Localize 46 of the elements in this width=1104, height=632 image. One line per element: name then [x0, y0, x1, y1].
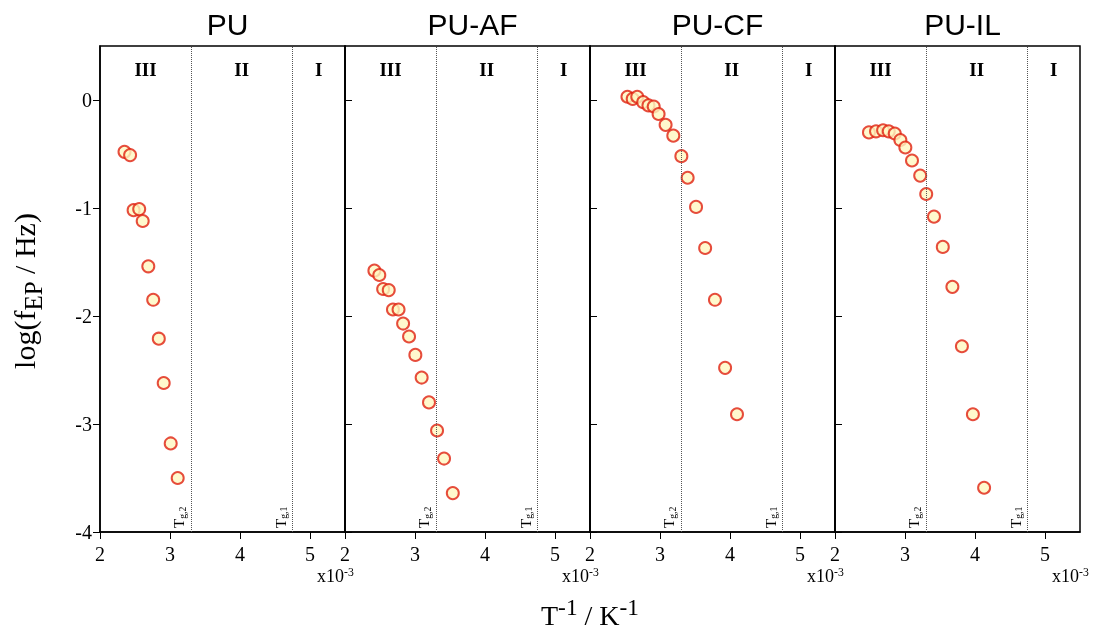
x-tick-label: 3	[165, 543, 175, 565]
x-tick-label: 2	[830, 543, 840, 565]
ref-line-label: Tg,1	[1007, 506, 1024, 528]
annotation: I	[560, 59, 568, 80]
x-axis-title: T$^{-1}$ / K$^{-1}$	[540, 593, 640, 632]
x-tick-label: 4	[725, 543, 735, 565]
ref-line-label: Tg,2	[171, 506, 188, 528]
annotation: II	[479, 59, 495, 80]
annotation: II	[234, 59, 250, 80]
y-tick-label: -3	[75, 413, 92, 435]
ref-line-label: Tg,2	[906, 506, 923, 528]
annotation: II	[724, 59, 740, 80]
annotation: I	[805, 59, 813, 80]
annotation: III	[379, 59, 402, 80]
chart-title: PU	[206, 7, 249, 41]
y-tick-label: 0	[82, 89, 92, 111]
x-tick-label: 2	[585, 543, 595, 565]
annotation: III	[869, 59, 892, 80]
ref-line-label: Tg,1	[272, 506, 289, 528]
x-tick-label: 2	[340, 543, 350, 565]
x-tick-label: 2	[95, 543, 105, 565]
annotation: I	[1050, 59, 1058, 80]
ref-line-label: Tg,2	[661, 506, 678, 528]
ref-line-label: Tg,1	[762, 506, 779, 528]
chart-title: PU-IL	[924, 7, 1001, 41]
x-tick-label: 3	[655, 543, 665, 565]
x-tick-label: 4	[235, 543, 245, 565]
chart-title: PU-AF	[427, 7, 518, 41]
ref-line-label: Tg,1	[517, 506, 534, 528]
x-tick-label: 4	[480, 543, 490, 565]
x-tick-label: 5	[795, 543, 805, 565]
x-tick-label: 5	[305, 543, 315, 565]
annotation: III	[134, 59, 157, 80]
x-tick-label: 3	[900, 543, 910, 565]
annotation: II	[969, 59, 985, 80]
x-tick-label: 3	[410, 543, 420, 565]
x-tick-label: 4	[970, 543, 980, 565]
y-tick-label: -4	[75, 521, 92, 543]
annotation: I	[315, 59, 323, 80]
x-tick-label: 5	[1040, 543, 1050, 565]
annotation: III	[624, 59, 647, 80]
y-tick-label: -1	[75, 197, 92, 219]
ref-line-label: Tg,2	[416, 506, 433, 528]
x-tick-label: 5	[550, 543, 560, 565]
y-tick-label: -2	[75, 305, 92, 327]
chart-title: PU-CF	[671, 7, 764, 41]
